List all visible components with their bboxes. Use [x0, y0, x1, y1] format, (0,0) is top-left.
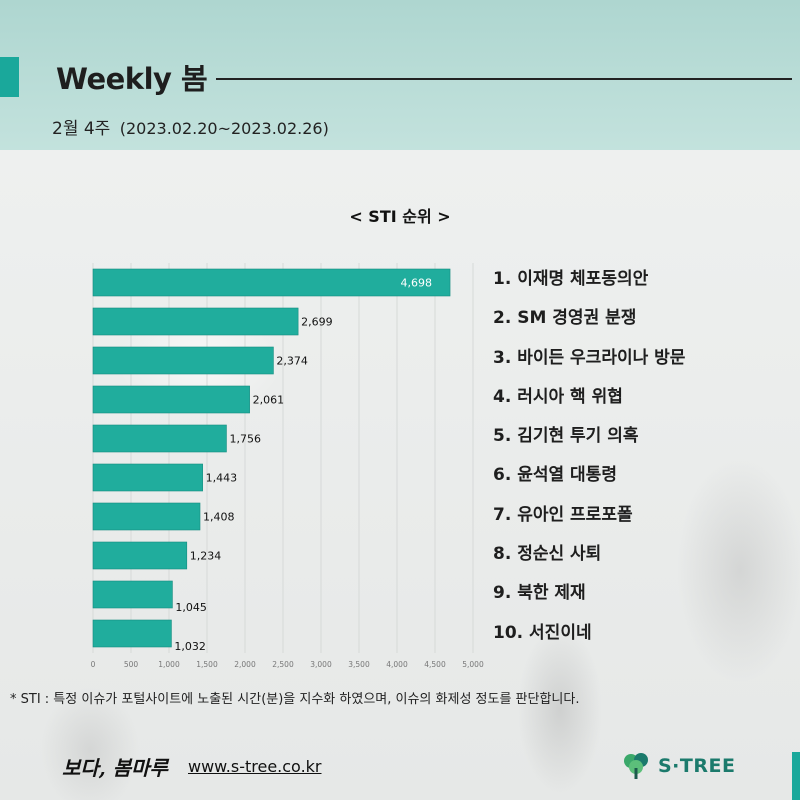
bar-value-label: 1,443: [206, 472, 238, 485]
bar: [92, 268, 451, 297]
rank-item: 10. 서진이네: [493, 622, 592, 643]
x-tick-label: 3,000: [310, 660, 332, 669]
bar-value-label: 2,374: [276, 355, 308, 368]
bar: [92, 502, 201, 531]
bar-value-label: 1,032: [174, 640, 206, 653]
rank-item: 5. 김기현 투기 의혹: [493, 426, 639, 447]
x-tick-label: 500: [124, 660, 139, 669]
header-band: [0, 0, 800, 150]
x-tick-label: 4,500: [424, 660, 446, 669]
logo-text: S·TREE: [658, 755, 736, 777]
bar: [92, 346, 274, 375]
rank-item: 2. SM 경영권 분쟁: [493, 308, 637, 329]
rank-item: 4. 러시아 핵 위협: [493, 386, 623, 407]
week-subtitle: 2월 4주 (2023.02.20~2023.02.26): [52, 114, 329, 139]
bar: [92, 307, 299, 336]
bar-value-label: 1,234: [190, 550, 222, 563]
bar: [92, 463, 203, 492]
x-tick-label: 0: [91, 660, 96, 669]
corner-accent-bar: [792, 752, 800, 800]
bar: [92, 541, 188, 570]
website-link[interactable]: www.s-tree.co.kr: [188, 757, 322, 776]
bar-value-label: 1,408: [203, 511, 235, 524]
page-title: Weekly 봄: [56, 62, 208, 96]
chart-title: < STI 순위 >: [349, 207, 451, 226]
bar: [92, 385, 250, 414]
bar-value-label: 2,061: [253, 394, 284, 407]
x-tick-label: 2,000: [234, 660, 256, 669]
rank-item: 7. 유아인 프로포폴: [493, 504, 633, 525]
x-tick-label: 5,000: [462, 660, 484, 669]
bar: [92, 424, 227, 453]
bar: [92, 580, 173, 609]
rank-item: 3. 바이든 우크라이나 방문: [493, 347, 686, 368]
bar-value-label: 4,698: [401, 277, 433, 290]
title-accent-bar: [0, 57, 19, 97]
rank-item: 9. 북한 제재: [493, 583, 586, 604]
rank-item: 8. 정순신 사퇴: [493, 544, 602, 565]
bar-value-label: 1,756: [229, 433, 261, 446]
stree-logo: S·TREE: [620, 748, 735, 784]
x-tick-label: 1,000: [158, 660, 180, 669]
ranking-list: 1. 이재명 체포동의안 2. SM 경영권 분쟁 3. 바이든 우크라이나 방문 4…: [493, 264, 685, 657]
bar-value-label: 1,045: [175, 601, 207, 614]
bar-value-label: 2,699: [301, 316, 333, 329]
brand-signature: 보다, 봄마루: [62, 756, 168, 780]
x-tick-label: 1,500: [196, 660, 218, 669]
bar: [92, 619, 172, 648]
rank-item: 1. 이재명 체포동의안: [493, 269, 649, 289]
date-range: (2023.02.20~2023.02.26): [119, 119, 329, 138]
title-divider: [216, 78, 792, 80]
sti-footnote: * STI : 특정 이슈가 포털사이트에 노출된 시간(분)을 지수화 하였으…: [10, 692, 580, 707]
rank-item: 6. 윤석열 대통령: [493, 465, 617, 486]
x-tick-label: 3,500: [348, 660, 370, 669]
tree-icon: [624, 753, 648, 779]
x-tick-label: 4,000: [386, 660, 408, 669]
x-tick-label: 2,500: [272, 660, 294, 669]
week-label: 2월 4주: [52, 119, 111, 139]
